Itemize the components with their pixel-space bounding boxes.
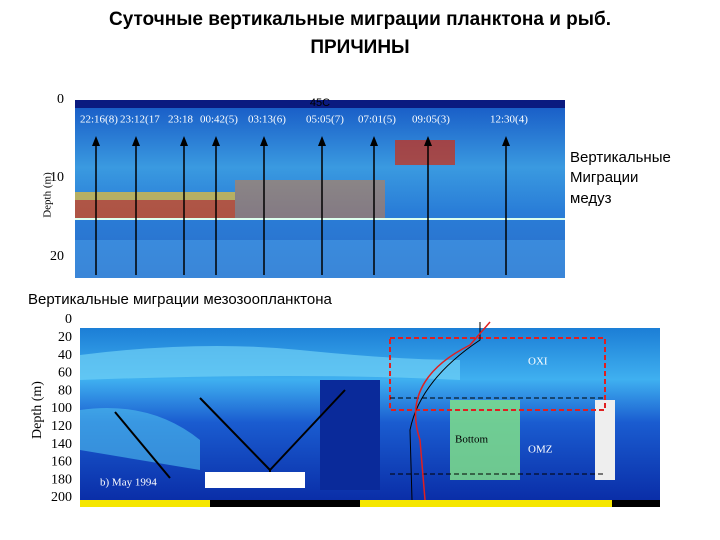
side-label: медуз — [570, 190, 612, 207]
arrow-head — [212, 136, 220, 146]
zone-label: OXI — [528, 356, 548, 368]
arrow-head — [92, 136, 100, 146]
depth-tick: 140 — [51, 437, 72, 452]
bottom-echogram: b) May 1994 OXI OMZ Bottom Depth (m) 0 20… — [30, 312, 660, 507]
time-label: 00:42(5) — [200, 114, 238, 126]
temperature-profile — [414, 321, 491, 501]
arrow-head — [180, 136, 188, 146]
arrow-head — [318, 136, 326, 146]
zone-label: Bottom — [455, 434, 488, 446]
time-label: 22:16(8) — [80, 114, 118, 126]
time-label: 23:18 — [168, 114, 194, 126]
arrow-head — [132, 136, 140, 146]
dense-layer — [320, 380, 380, 490]
depth-tick: 80 — [58, 383, 72, 398]
arrow-head — [502, 136, 510, 146]
surface-band — [75, 100, 565, 108]
depth-tick: 40 — [58, 348, 72, 363]
panel-label: b) May 1994 — [100, 477, 157, 489]
scattering-layer — [75, 200, 235, 220]
time-label: 12:30(4) — [490, 114, 528, 126]
depth-line — [75, 218, 565, 220]
time-label: 09:05(3) — [412, 114, 450, 126]
night-bar — [210, 500, 360, 507]
time-label: 03:13(6) — [248, 114, 286, 126]
y-axis-label: Depth (m) — [30, 381, 45, 439]
depth-tick: 200 — [51, 490, 72, 505]
arrows — [114, 389, 346, 479]
species-box — [205, 472, 305, 488]
depth-tick: 0 — [65, 312, 72, 327]
side-label: Вертикальные — [570, 149, 671, 166]
scattering-layer — [80, 346, 460, 380]
caption: Вертикальные миграции мезозоопланктона — [28, 291, 333, 308]
arrow-head — [424, 136, 432, 146]
lower-band — [75, 240, 565, 278]
scattering-layer — [80, 408, 200, 470]
scattering-layer — [235, 180, 385, 220]
top-echogram: 22:16(8) 23:12(17 23:18 00:42(5) 03:13(6) 05:… — [42, 92, 565, 278]
time-label: 07:01(5) — [358, 114, 396, 126]
title-line: ПРИЧИНЫ — [310, 37, 409, 58]
zone-box — [389, 337, 606, 411]
depth-tick: 20 — [58, 330, 72, 345]
depth-tick: 100 — [51, 401, 72, 416]
y-axis-label: Depth (m) — [42, 172, 54, 218]
night-bar — [612, 500, 660, 507]
bottom-patch — [450, 400, 520, 480]
arrow-head — [370, 136, 378, 146]
depth-tick: 20 — [50, 249, 64, 264]
scattering-layer — [75, 192, 235, 200]
side-label: Миграции — [570, 169, 638, 186]
arrow-head — [260, 136, 268, 146]
zone-label: OMZ — [528, 444, 553, 456]
depth-tick: 0 — [57, 92, 64, 107]
oxygen-profile — [409, 322, 481, 501]
title-line: Суточные вертикальные миграции планктона… — [109, 9, 611, 30]
surface-bar — [80, 500, 660, 507]
depth-tick: 180 — [51, 472, 72, 487]
depth-tick: 120 — [51, 419, 72, 434]
bottom-patch — [595, 400, 615, 480]
station-label: 45C — [310, 97, 330, 109]
depth-tick: 160 — [51, 455, 72, 470]
depth-tick: 10 — [50, 170, 64, 185]
time-label: 23:12(17 — [120, 114, 160, 126]
depth-tick: 60 — [58, 366, 72, 381]
time-label: 05:05(7) — [306, 114, 344, 126]
